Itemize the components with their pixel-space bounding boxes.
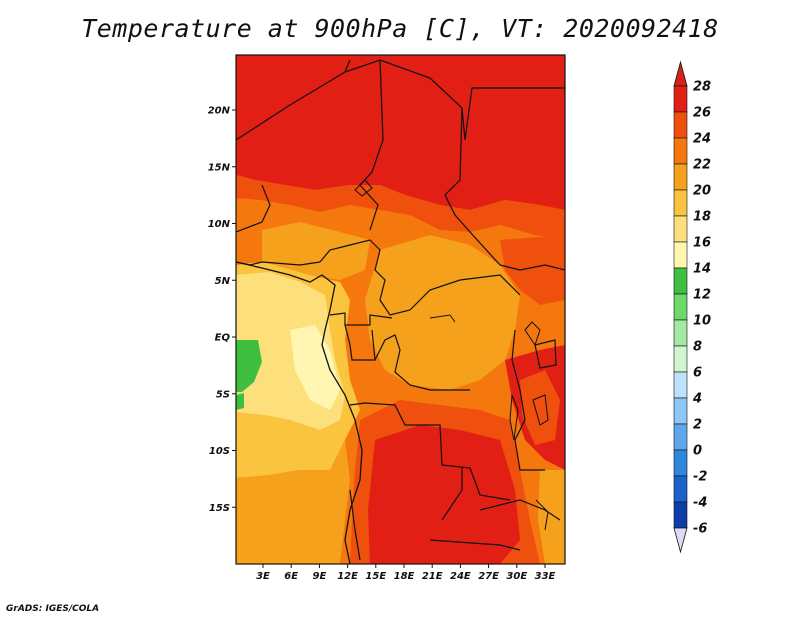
lat-tick-label: 5N [215,276,231,287]
lat-tick-label: 15N [208,162,231,173]
colorbar-label: -6 [693,522,707,537]
colorbar-label: 22 [693,158,711,173]
lat-tick-label: EQ [215,333,231,344]
colorbar-swatch [673,137,688,165]
colorbar-swatch [673,241,688,269]
lakes [354,179,549,531]
lon-axis: 3E 6E 9E 12E 15E 18E 21E 24E 27E 30E 33E [256,564,556,582]
lon-tick-label: 12E [337,571,358,582]
colorbar-min-triangle [673,527,688,554]
colorbar-max-triangle [673,60,688,87]
lat-tick-label: 10S [209,446,230,457]
lon-tick-label: 24E [450,571,471,582]
lon-tick-label: 27E [478,571,499,582]
colorbar-swatch [673,189,688,217]
colorbar-swatch [673,293,688,321]
colorbar-swatch [673,345,688,373]
lon-tick-label: 6E [284,571,298,582]
lon-tick-label: 21E [422,571,443,582]
coastline [236,261,363,564]
temperature-field [236,55,565,564]
country-borders [236,59,565,561]
colorbar-swatch [673,371,688,399]
lon-tick-label: 3E [256,571,270,582]
colorbar-swatch [673,423,688,451]
colorbar-swatch [673,397,688,425]
lat-tick-label: 5S [216,389,230,400]
lat-tick-label: 15S [209,503,230,514]
grads-credit: GrADS: IGES/COLA [6,604,100,614]
lon-tick-label: 18E [394,571,415,582]
colorbar-label: 14 [693,262,711,277]
colorbar-label: 8 [693,340,702,355]
lon-tick-label: 9E [313,571,327,582]
lat-tick-label: 20N [208,106,231,117]
colorbar-swatch [673,215,688,243]
colorbar-label: 2 [693,418,702,433]
colorbar-swatch [673,475,688,503]
colorbar-label: 16 [693,236,711,251]
colorbar-label: 4 [692,392,702,407]
colorbar-label: 20 [693,184,711,199]
colorbar-label: 28 [693,80,711,95]
colorbar-label: 0 [693,444,702,459]
colorbar-label: 24 [693,132,711,147]
colorbar-label: 6 [693,366,702,381]
map-title: Temperature at 900hPa [C], VT: 202009241… [81,14,719,43]
colorbar-label: -4 [693,496,707,511]
colorbar-swatch [673,111,688,139]
colorbar-swatch [673,163,688,191]
colorbar-swatch [673,449,688,477]
colorbar-swatch [673,501,688,529]
map-frame [235,54,566,565]
colorbar-label: 12 [693,288,711,303]
colorbar-label: 10 [693,314,711,329]
lon-tick-label: 33E [535,571,556,582]
colorbar-swatch [673,85,688,113]
colorbar-swatch [673,267,688,295]
colorbar-label: 26 [693,106,711,121]
lat-axis: 20N 15N 10N 5N EQ 5S 10S 15S [208,106,236,514]
colorbar-label: 18 [693,210,711,225]
lon-tick-label: 15E [365,571,386,582]
colorbar-swatch [673,319,688,347]
lat-tick-label: 10N [208,219,231,230]
lon-tick-label: 30E [506,571,527,582]
colorbar-label: -2 [693,470,707,485]
